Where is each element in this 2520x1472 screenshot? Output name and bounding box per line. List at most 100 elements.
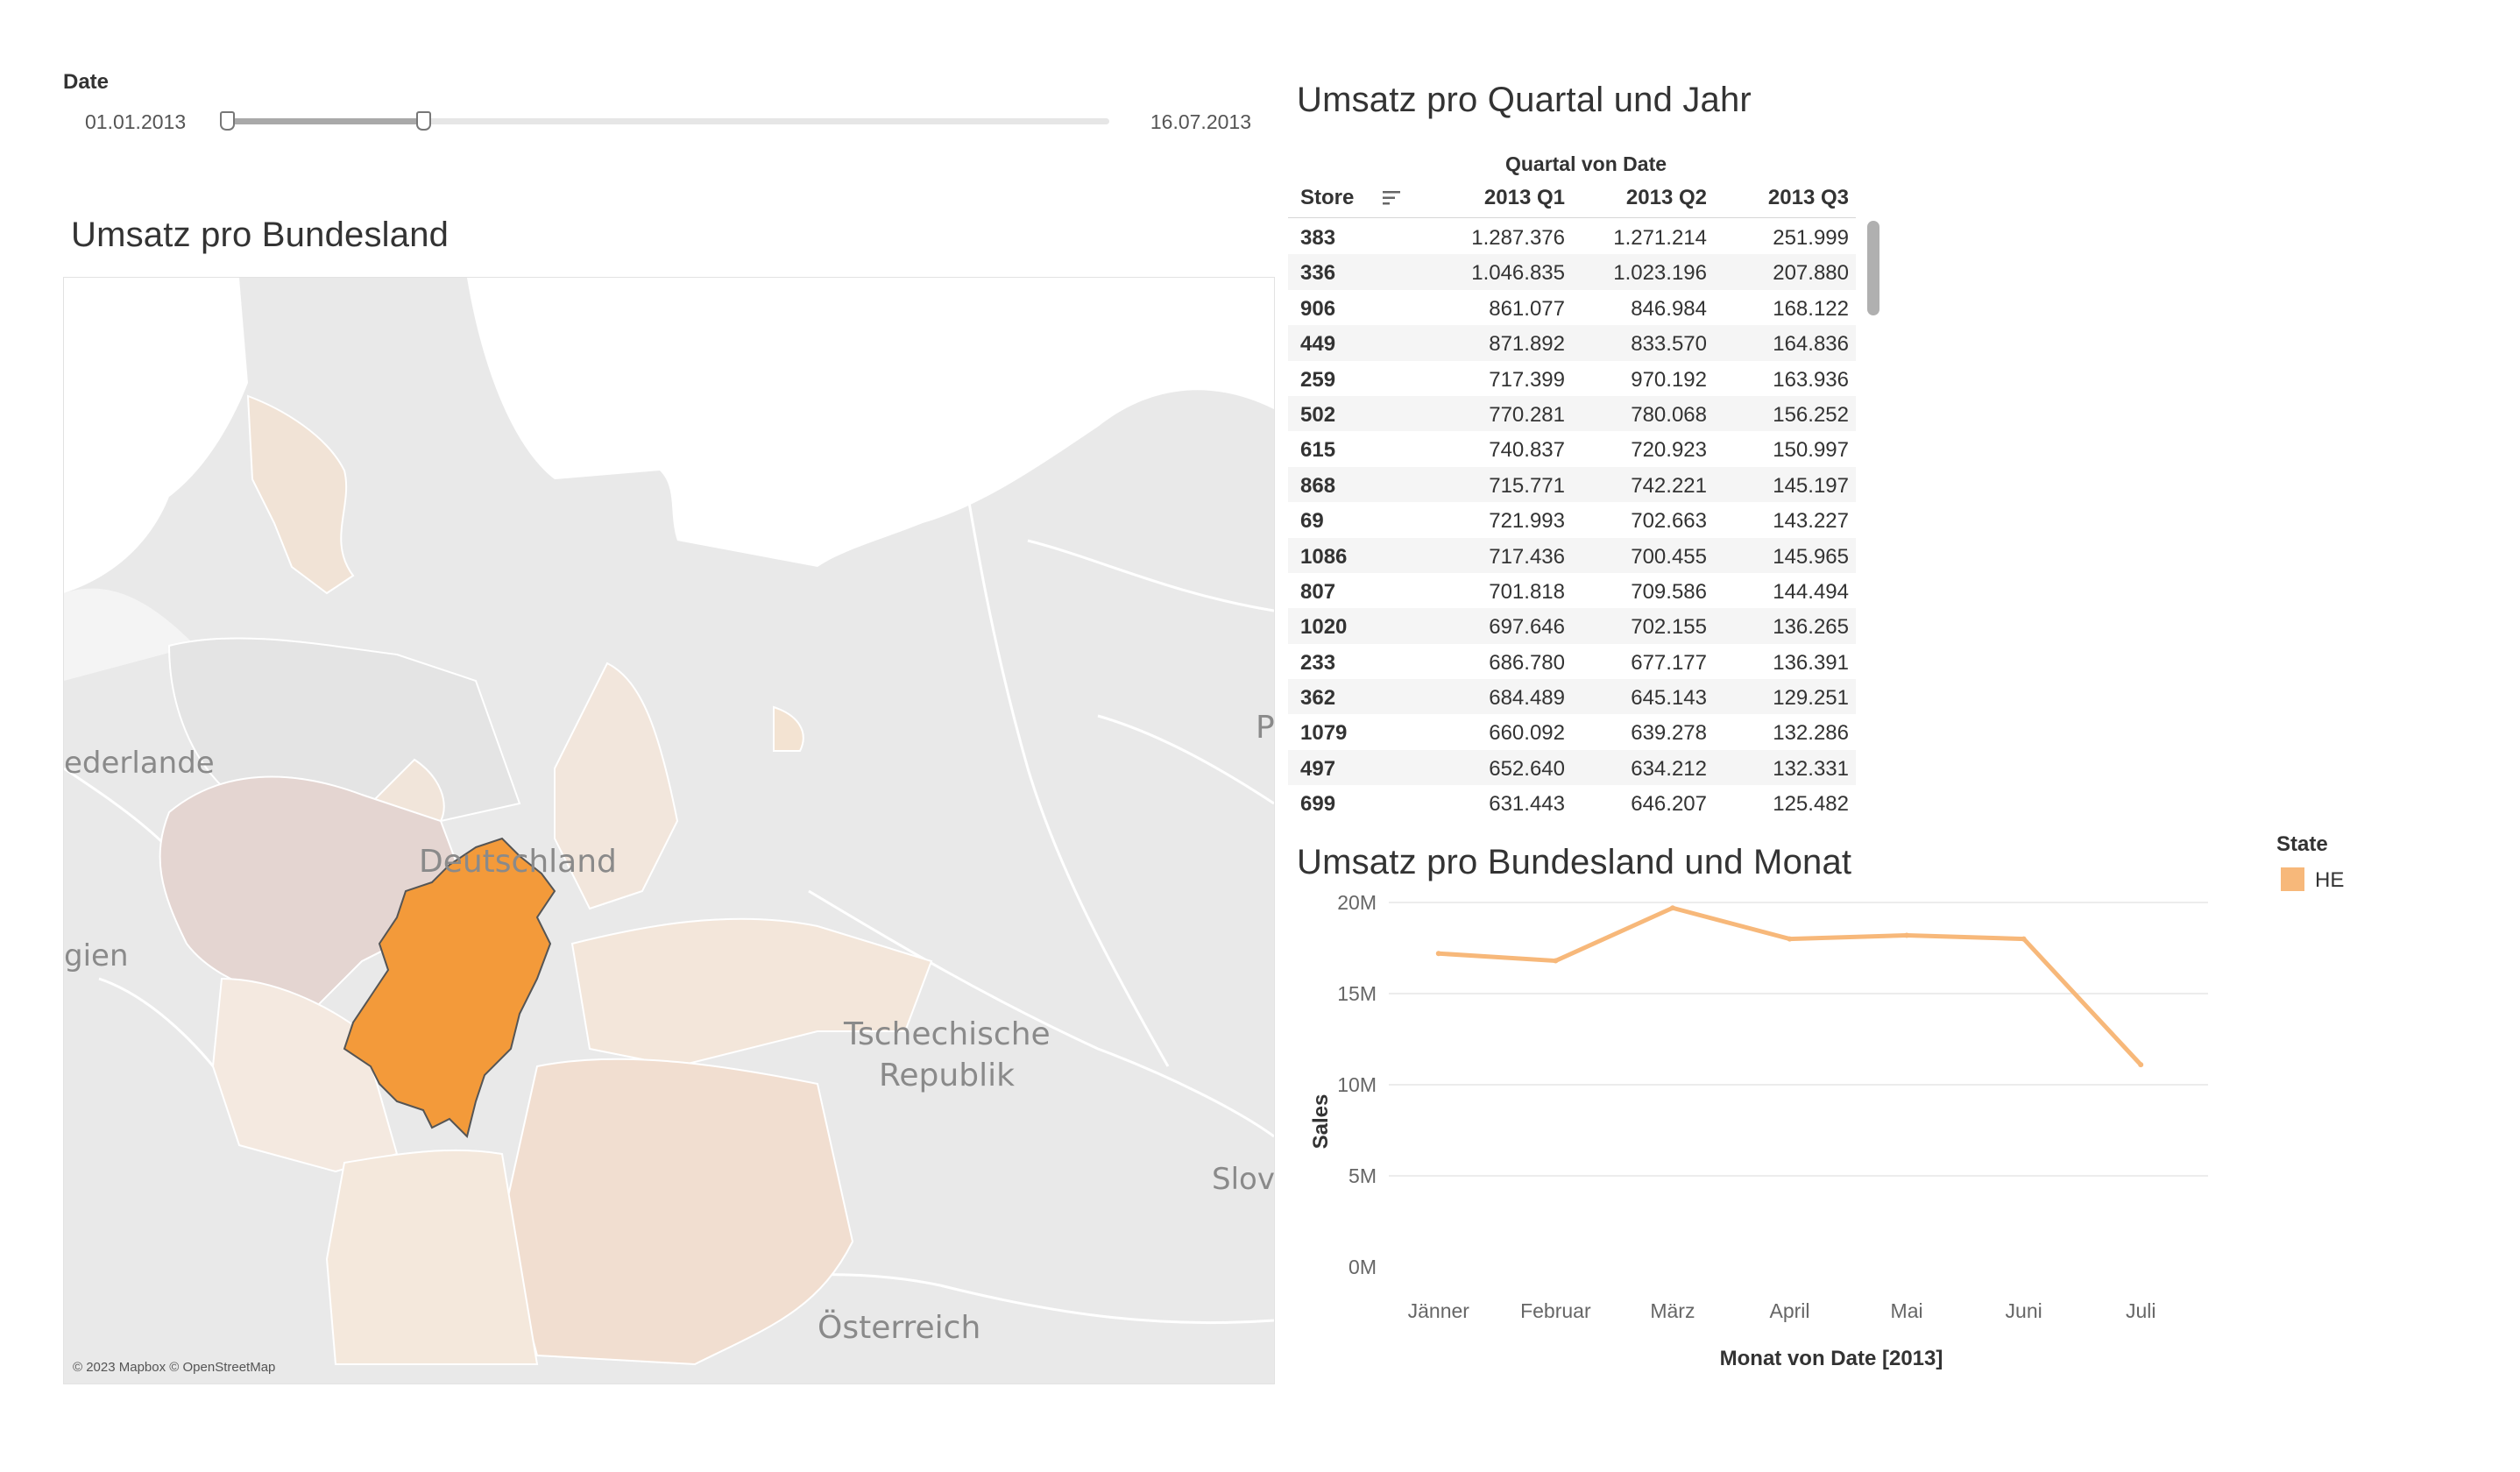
- cell-q2: 742.221: [1631, 473, 1707, 498]
- table-row[interactable]: 906 861.077 846.984 168.122: [1288, 290, 1856, 325]
- cell-q3: 136.391: [1773, 650, 1849, 675]
- cell-store: 906: [1300, 296, 1336, 321]
- state-schleswig-holstein[interactable]: [246, 394, 355, 595]
- table-row[interactable]: 699 631.443 646.207 125.482: [1288, 785, 1856, 815]
- state-nordrhein-westfalen[interactable]: [159, 775, 469, 1007]
- table-row[interactable]: 233 686.780 677.177 136.391: [1288, 644, 1856, 679]
- cell-store: 233: [1300, 650, 1336, 675]
- date-slider-start-handle[interactable]: [220, 111, 235, 131]
- table-row[interactable]: 449 871.892 833.570 164.836: [1288, 325, 1856, 361]
- table-row[interactable]: 336 1.046.835 1.023.196 207.880: [1288, 254, 1856, 290]
- state-sachsen-anhalt[interactable]: [554, 662, 679, 910]
- cell-q3: 132.286: [1773, 721, 1849, 746]
- table-row[interactable]: 807 701.818 709.586 144.494: [1288, 573, 1856, 608]
- line-chart-title: Umsatz pro Bundesland und Monat: [1297, 843, 1852, 881]
- data-point[interactable]: [2021, 936, 2027, 942]
- cell-q3: 207.880: [1773, 261, 1849, 286]
- cell-q1: 697.646: [1489, 615, 1565, 640]
- date-slider-track[interactable]: [226, 118, 1109, 124]
- cell-q1: 717.399: [1489, 367, 1565, 392]
- legend-label-he[interactable]: HE: [2315, 868, 2345, 892]
- state-hessen[interactable]: [343, 837, 556, 1138]
- cell-q1: 770.281: [1489, 402, 1565, 427]
- cell-q1: 721.993: [1489, 509, 1565, 534]
- map-canvas[interactable]: ederlande Deutschland gien Tschechische …: [64, 278, 1274, 1384]
- q1-column-header[interactable]: 2013 Q1: [1483, 186, 1565, 209]
- table-row[interactable]: 383 1.287.376 1.271.214 251.999: [1288, 219, 1856, 254]
- table-row[interactable]: 1079 660.092 639.278 132.286: [1288, 714, 1856, 749]
- y-tick-label: 15M: [1337, 982, 1377, 1005]
- cell-q2: 702.663: [1631, 509, 1707, 534]
- cell-q3: 125.482: [1773, 792, 1849, 815]
- table-body[interactable]: 383 1.287.376 1.271.214 251.999 336 1.046.835…: [1288, 219, 1856, 815]
- data-point[interactable]: [1787, 936, 1793, 942]
- table-row[interactable]: 502 770.281 780.068 156.252: [1288, 395, 1856, 432]
- table-row[interactable]: 1086 717.436 700.455 145.965: [1288, 537, 1856, 573]
- cell-q2: 702.155: [1631, 615, 1707, 640]
- cell-q2: 833.570: [1631, 332, 1707, 357]
- state-baden-wuerttemberg[interactable]: [325, 1149, 539, 1365]
- date-start-value: 01.01.2013: [85, 110, 187, 133]
- cell-q1: 652.640: [1489, 756, 1565, 781]
- cell-q2: 677.177: [1631, 650, 1707, 675]
- q2-column-header[interactable]: 2013 Q2: [1625, 186, 1707, 209]
- state-berlin[interactable]: [773, 705, 804, 752]
- data-point[interactable]: [2138, 1062, 2144, 1068]
- table-row[interactable]: 868 715.771 742.221 145.197: [1288, 466, 1856, 503]
- cell-q2: 634.212: [1631, 756, 1707, 781]
- map-attribution[interactable]: © 2023 Mapbox © OpenStreetMap: [73, 1360, 276, 1375]
- data-point[interactable]: [1904, 932, 1910, 938]
- cell-q2: 645.143: [1631, 686, 1707, 711]
- cell-q1: 701.818: [1489, 579, 1565, 604]
- quarter-group-header[interactable]: Quartal von Date: [1504, 152, 1667, 175]
- cell-q3: 143.227: [1773, 509, 1849, 534]
- state-bayern[interactable]: [500, 1058, 854, 1366]
- cell-q3: 150.997: [1773, 438, 1849, 463]
- label-oesterreich: Österreich: [818, 1309, 980, 1346]
- data-point[interactable]: [1553, 958, 1559, 964]
- table-row[interactable]: 69 721.993 702.663 143.227: [1288, 502, 1856, 537]
- map-view[interactable]: ederlande Deutschland gien Tschechische …: [63, 277, 1275, 1384]
- cell-q1: 631.443: [1489, 792, 1565, 815]
- data-point[interactable]: [1435, 951, 1441, 957]
- y-tick-label: 20M: [1337, 891, 1377, 914]
- cell-store: 699: [1300, 792, 1336, 815]
- table-row[interactable]: 497 652.640 634.212 132.331: [1288, 749, 1856, 786]
- cell-q3: 144.494: [1773, 579, 1849, 604]
- y-tick-label: 0M: [1348, 1256, 1377, 1278]
- cell-q1: 1.287.376: [1471, 226, 1565, 250]
- cell-store: 336: [1300, 261, 1336, 286]
- header-divider: [1288, 217, 1856, 218]
- table-row[interactable]: 615 740.837 720.923 150.997: [1288, 431, 1856, 466]
- cell-store: 502: [1300, 402, 1336, 427]
- cell-q3: 163.936: [1773, 367, 1849, 392]
- table-row[interactable]: 362 684.489 645.143 129.251: [1288, 679, 1856, 715]
- x-tick-label: Mai: [1891, 1299, 1923, 1322]
- cell-q1: 686.780: [1489, 650, 1565, 675]
- q3-column-header[interactable]: 2013 Q3: [1767, 186, 1849, 209]
- label-tschechien-1: Tschechische: [843, 1016, 1051, 1052]
- date-slider-end-handle[interactable]: [416, 111, 431, 131]
- cell-q2: 1.023.196: [1613, 261, 1707, 286]
- cell-store: 807: [1300, 579, 1336, 604]
- cell-q1: 715.771: [1489, 473, 1565, 498]
- cell-q2: 709.586: [1631, 579, 1707, 604]
- map-sea-north: [64, 278, 1274, 567]
- table-scrollbar-thumb[interactable]: [1867, 221, 1879, 315]
- cell-store: 449: [1300, 332, 1336, 357]
- y-tick-label: 10M: [1337, 1073, 1377, 1096]
- table-row[interactable]: 259 717.399 970.192 163.936: [1288, 361, 1856, 396]
- series-line-he[interactable]: [1436, 905, 2143, 1067]
- state-sachsen-thueringen[interactable]: [570, 917, 933, 1068]
- legend-swatch-he[interactable]: [2281, 867, 2304, 891]
- store-column-header[interactable]: Store: [1300, 186, 1355, 209]
- table-row[interactable]: 1020 697.646 702.155 136.265: [1288, 608, 1856, 644]
- sort-icon[interactable]: [1381, 188, 1402, 209]
- cell-q3: 132.331: [1773, 756, 1849, 781]
- series-points-he[interactable]: [1435, 905, 2144, 1068]
- cell-store: 362: [1300, 686, 1336, 711]
- chart-gridlines: [1389, 902, 2208, 1177]
- data-point[interactable]: [1669, 905, 1675, 911]
- table-title: Umsatz pro Quartal und Jahr: [1297, 81, 1752, 119]
